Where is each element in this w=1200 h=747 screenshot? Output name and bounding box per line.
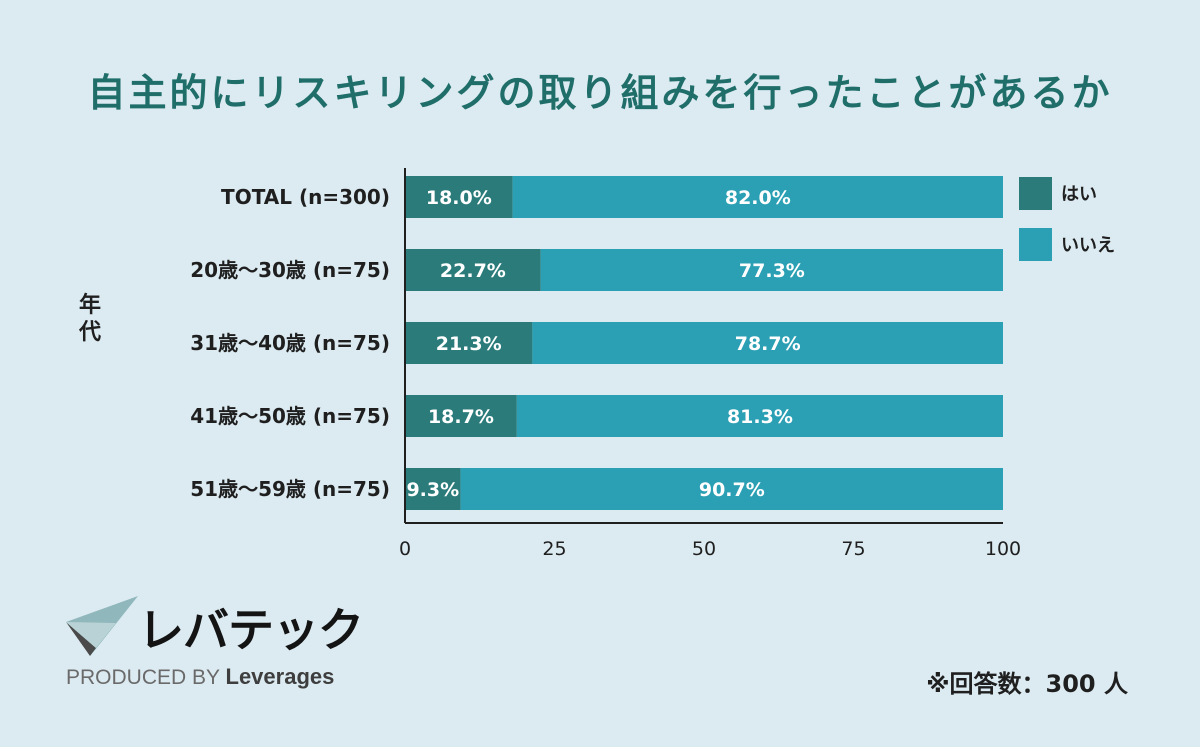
category-label: 41歳～50歳 (n=75) bbox=[190, 404, 390, 428]
produced-by-text: PRODUCED BY bbox=[66, 666, 220, 689]
bar-segment-no bbox=[460, 468, 1003, 510]
brand-name: Leverages bbox=[225, 664, 335, 689]
bar-segment-yes bbox=[405, 468, 461, 510]
category-label: TOTAL (n=300) bbox=[221, 185, 390, 209]
legend-label: いいえ bbox=[1061, 235, 1115, 256]
x-tick-label: 100 bbox=[985, 538, 1021, 560]
bar-segment-yes bbox=[405, 176, 513, 218]
bar-segment-yes bbox=[405, 322, 533, 364]
y-axis-label: 代 bbox=[78, 320, 101, 345]
legend-label: はい bbox=[1061, 184, 1097, 205]
data-label: 81.3% bbox=[727, 406, 793, 428]
legend-swatch bbox=[1019, 177, 1052, 210]
x-tick-label: 50 bbox=[692, 538, 716, 560]
y-axis-label: 年 bbox=[79, 292, 101, 318]
x-tick-label: 25 bbox=[542, 538, 566, 560]
legend-swatch bbox=[1019, 228, 1052, 261]
data-label: 22.7% bbox=[440, 260, 506, 282]
levtech-logo: レバテック PRODUCED BY Leverages bbox=[66, 592, 366, 692]
category-label: 31歳～40歳 (n=75) bbox=[190, 331, 390, 355]
bar-segment-no bbox=[516, 395, 1003, 437]
category-label: 51歳～59歳 (n=75) bbox=[190, 477, 390, 501]
category-label: 20歳～30歳 (n=75) bbox=[190, 258, 390, 282]
logo-mark-icon bbox=[66, 596, 138, 656]
chart-title: 自主的にリスキリングの取り組みを行ったことがあるか bbox=[87, 71, 1113, 115]
bar-segment-yes bbox=[405, 395, 517, 437]
respondent-count-note: ※回答数：300 人 bbox=[926, 670, 1128, 698]
data-label: 18.7% bbox=[428, 406, 494, 428]
data-label: 21.3% bbox=[436, 333, 502, 355]
data-label: 90.7% bbox=[699, 479, 765, 501]
data-label: 82.0% bbox=[725, 187, 791, 209]
data-label: 18.0% bbox=[426, 187, 492, 209]
bar-segment-no bbox=[540, 249, 1003, 291]
x-tick-label: 0 bbox=[399, 538, 411, 560]
data-label: 78.7% bbox=[735, 333, 801, 355]
produced-by-line: PRODUCED BY Leverages bbox=[66, 664, 334, 690]
bar-segment-no bbox=[532, 322, 1003, 364]
x-tick-label: 75 bbox=[841, 538, 865, 560]
logo-wordmark: レバテック bbox=[138, 603, 364, 657]
data-label: 77.3% bbox=[739, 260, 805, 282]
data-label: 9.3% bbox=[406, 479, 459, 501]
bar-segment-yes bbox=[405, 249, 541, 291]
bar-segment-no bbox=[512, 176, 1003, 218]
